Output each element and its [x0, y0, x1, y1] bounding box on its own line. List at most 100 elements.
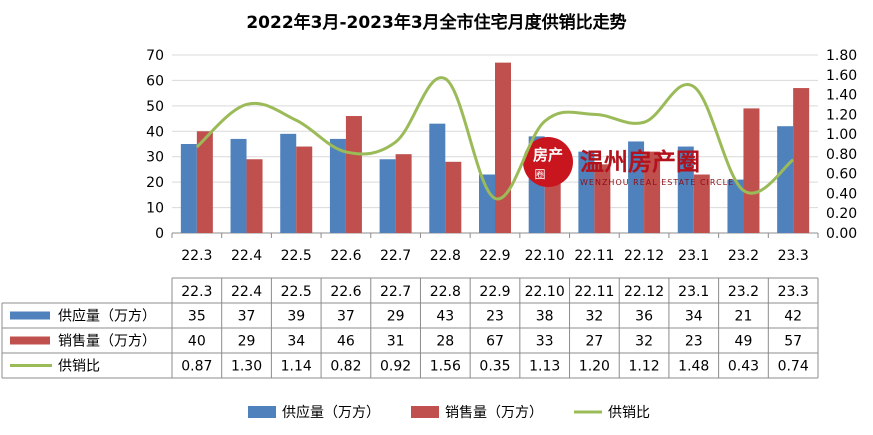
- table-value-cell: 0.74: [778, 359, 809, 375]
- table-header-cell: 22.10: [525, 284, 565, 300]
- y-left-tick-label: 10: [146, 201, 164, 217]
- y-right-tick-label: 1.20: [826, 107, 857, 123]
- watermark-badge: [523, 137, 573, 187]
- table-value-cell: 28: [436, 334, 454, 350]
- bar-supply: [578, 151, 595, 233]
- table-value-cell: 35: [188, 309, 206, 325]
- table-value-cell: 23: [685, 334, 703, 350]
- table-value-cell: 1.14: [281, 359, 312, 375]
- bar-sales: [246, 159, 263, 233]
- x-tick-label: 22.9: [479, 248, 510, 264]
- table-header-cell: 22.3: [181, 284, 212, 300]
- x-tick-label: 22.6: [330, 248, 361, 264]
- table-value-cell: 33: [536, 334, 554, 350]
- bar-sales: [594, 164, 611, 233]
- table-header-cell: 22.4: [231, 284, 262, 300]
- table-value-cell: 37: [337, 309, 355, 325]
- y-right-tick-label: 0.40: [826, 186, 857, 202]
- table-row-swatch: [10, 336, 50, 345]
- bar-sales: [345, 116, 362, 233]
- bar-sales: [644, 151, 661, 233]
- table-header-cell: 23.3: [778, 284, 809, 300]
- table-header-cell: 22.6: [330, 284, 361, 300]
- table-value-cell: 40: [188, 334, 206, 350]
- y-left-tick-label: 60: [146, 73, 164, 89]
- legend-label: 销售量（万方）: [445, 405, 543, 421]
- y-right-tick-label: 1.80: [826, 48, 857, 64]
- table-value-cell: 29: [387, 309, 405, 325]
- table-value-cell: 29: [238, 334, 256, 350]
- table-value-cell: 32: [585, 309, 603, 325]
- y-right-tick-label: 1.60: [826, 68, 857, 84]
- bar-sales: [743, 108, 760, 233]
- table-value-cell: 0.87: [181, 359, 212, 375]
- bar-supply: [628, 141, 645, 233]
- watermark-badge-top: 房产: [533, 146, 563, 164]
- y-left-tick-label: 20: [146, 175, 164, 191]
- table-value-cell: 36: [635, 309, 653, 325]
- x-tick-label: 22.5: [281, 248, 312, 264]
- table-value-cell: 1.13: [529, 359, 560, 375]
- legend-swatch: [411, 406, 439, 418]
- table-value-cell: 0.82: [330, 359, 361, 375]
- watermark-badge-bottom: 圈: [535, 168, 546, 181]
- y-right-tick-label: 1.40: [826, 88, 857, 104]
- table-header-cell: 22.9: [479, 284, 510, 300]
- bar-supply: [280, 133, 297, 233]
- x-tick-label: 22.11: [574, 248, 614, 264]
- table-value-cell: 42: [784, 309, 802, 325]
- x-tick-label: 23.3: [778, 248, 809, 264]
- legend-label: 供应量（万方）: [282, 404, 380, 421]
- y-right-tick-label: 0.20: [826, 206, 857, 222]
- legend-swatch: [248, 406, 276, 418]
- table-value-cell: 21: [735, 309, 753, 325]
- x-tick-label: 22.8: [430, 248, 461, 264]
- table-value-cell: 1.48: [678, 359, 709, 375]
- chart-title: 2022年3月-2023年3月全市住宅月度供销比走势: [246, 13, 627, 33]
- table-value-cell: 1.56: [430, 359, 461, 375]
- table-value-cell: 38: [536, 309, 554, 325]
- table-value-cell: 34: [287, 334, 305, 350]
- bar-supply: [329, 138, 346, 233]
- x-tick-label: 22.12: [624, 248, 664, 264]
- y-right-tick-label: 0.60: [826, 167, 857, 183]
- watermark-logo: 房产 圈 温州房产圈 WENZHOU REAL ESTATE CIRCLE: [523, 137, 734, 187]
- bar-sales: [693, 174, 710, 233]
- table-value-cell: 23: [486, 309, 504, 325]
- bar-supply: [677, 146, 694, 233]
- table-value-cell: 46: [337, 334, 355, 350]
- bar-supply: [379, 159, 396, 233]
- watermark-subtitle: WENZHOU REAL ESTATE CIRCLE: [580, 178, 734, 187]
- table-header-cell: 22.5: [281, 284, 312, 300]
- table-row-swatch: [10, 311, 50, 320]
- y-right-tick-label: 1.00: [826, 127, 857, 143]
- table-value-cell: 27: [585, 334, 603, 350]
- bar-supply: [777, 126, 794, 233]
- axes: 0 10 20 30 40 50 60 70 0.00 0.20 0.40 0.60 0.80 1.00 1…: [146, 48, 857, 264]
- x-tick-label: 23.1: [678, 248, 709, 264]
- table-value-cell: 34: [685, 309, 703, 325]
- y-right-tick-label: 0.00: [826, 226, 857, 242]
- table-header-cell: 22.8: [430, 284, 461, 300]
- legend-label: 供销比: [608, 405, 650, 421]
- table-header-cell: 22.7: [380, 284, 411, 300]
- y-left-tick-label: 40: [146, 124, 164, 140]
- bar-supply: [479, 174, 495, 233]
- x-tick-label: 22.7: [380, 248, 411, 264]
- table-value-cell: 0.92: [380, 359, 411, 375]
- x-tick-label: 23.2: [728, 248, 759, 264]
- bar-sales: [793, 88, 810, 233]
- x-tick-label: 22.10: [525, 248, 565, 264]
- x-tick-label: 22.3: [181, 248, 212, 264]
- table-value-cell: 31: [387, 334, 405, 350]
- y-left-tick-label: 30: [146, 150, 164, 166]
- ratio-line: [195, 76, 795, 201]
- bar-supply: [727, 179, 744, 233]
- table-value-cell: 1.20: [579, 359, 610, 375]
- bar-series: [180, 62, 810, 233]
- table-header-cell: 22.12: [624, 284, 664, 300]
- y-right-tick-label: 0.80: [826, 147, 857, 163]
- table-value-cell: 0.35: [479, 359, 510, 375]
- table-header-cell: 23.2: [728, 284, 759, 300]
